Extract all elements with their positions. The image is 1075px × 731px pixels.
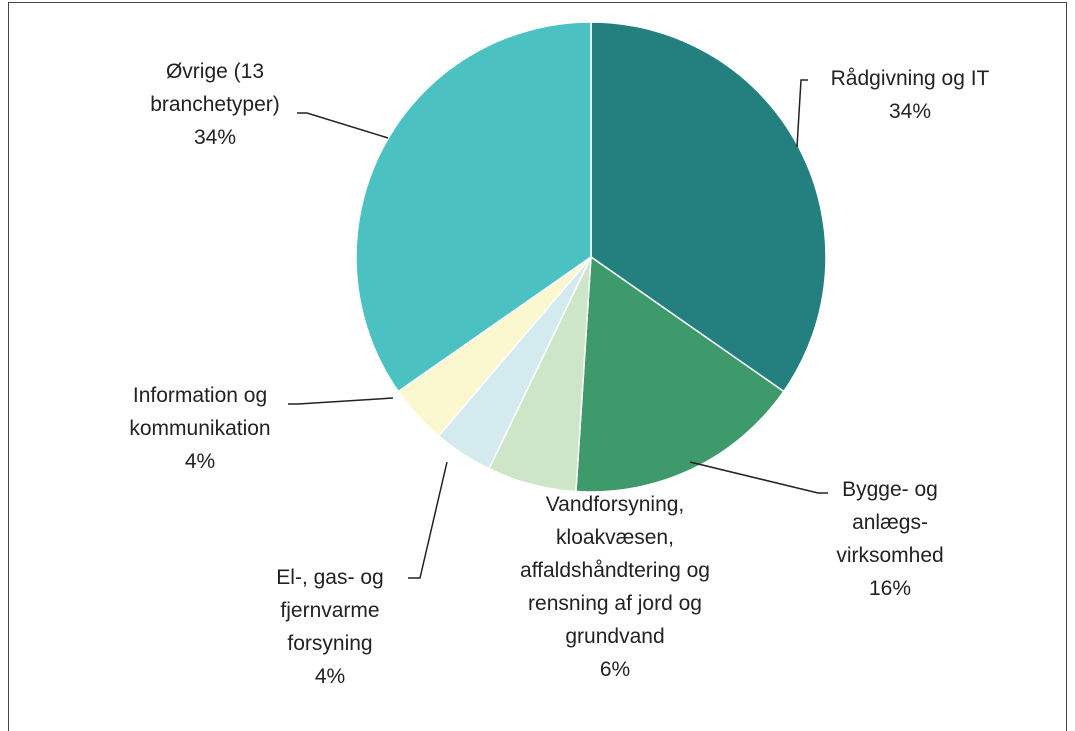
data-label: Øvrige (13 branchetyper) 34% (130, 55, 300, 154)
leader-lines (288, 79, 828, 579)
data-label: Vandforsyning, kloakvæsen, affaldshåndte… (515, 488, 715, 686)
category-label: Rådgivning og IT (830, 67, 990, 90)
value-label: 4% (184, 450, 216, 473)
value-label: 34% (193, 126, 237, 149)
leader-line (297, 112, 389, 139)
chart-frame (8, 2, 1067, 731)
value-label: 6% (599, 658, 631, 681)
category-label: Information og kommunikation (129, 384, 271, 440)
leader-line (288, 397, 394, 405)
data-label: Information og kommunikation 4% (105, 379, 295, 478)
value-label: 16% (868, 577, 912, 600)
leader-line (796, 79, 808, 148)
data-label: El-, gas- og fjernvarme forsyning 4% (245, 561, 415, 693)
category-label: Øvrige (13 branchetyper) (150, 60, 280, 116)
pie (355, 21, 827, 493)
data-label: Bygge- og anlægs-virksomhed 16% (820, 473, 960, 605)
pie-slice (590, 21, 827, 393)
pie-slice (575, 255, 785, 493)
data-label: Rådgivning og IT 34% (810, 62, 1010, 128)
category-label: Bygge- og anlægs-virksomhed (836, 478, 944, 567)
category-label: El-, gas- og fjernvarme forsyning (276, 566, 384, 655)
value-label: 4% (314, 665, 346, 688)
leader-line (689, 461, 828, 494)
category-label: Vandforsyning, kloakvæsen, affaldshåndte… (520, 493, 710, 648)
value-label: 34% (888, 100, 932, 123)
leader-line (408, 461, 448, 579)
pie-slice (355, 21, 592, 393)
